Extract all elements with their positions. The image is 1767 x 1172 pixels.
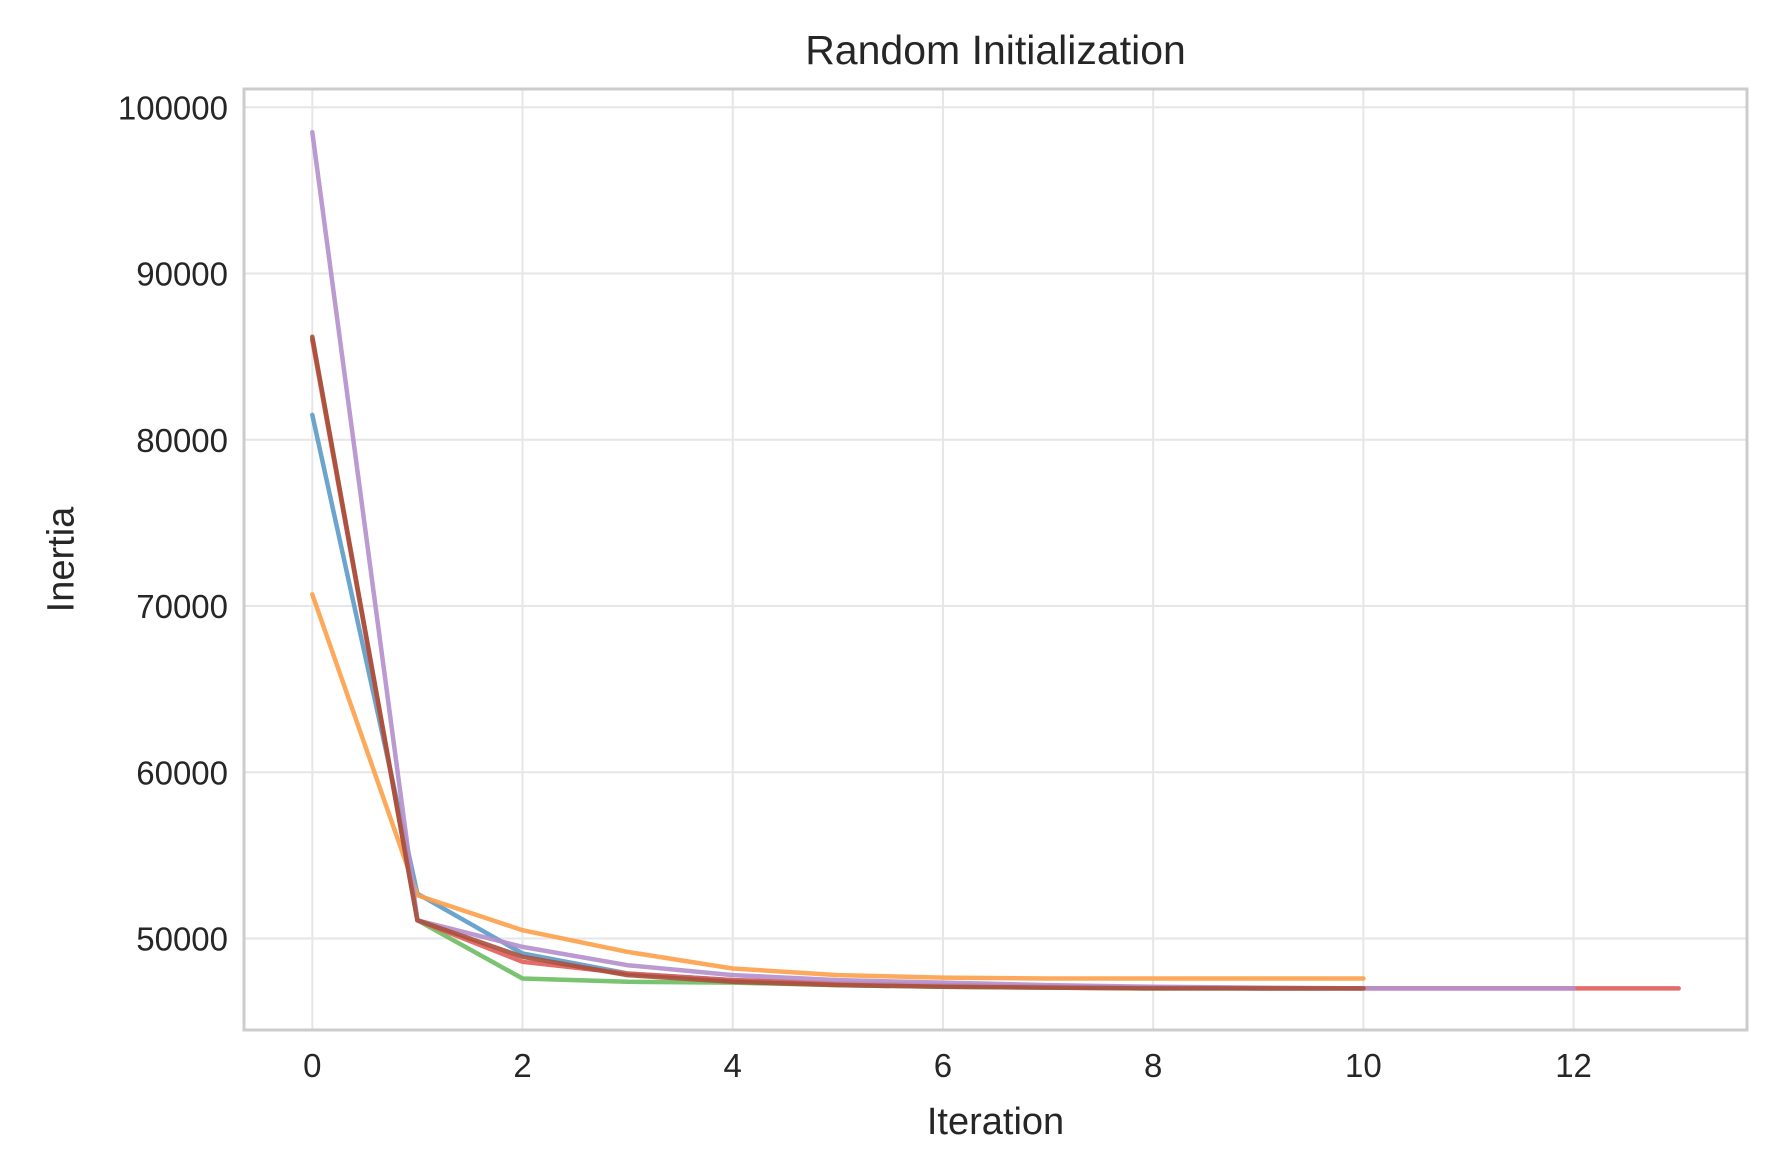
tick-layer: 0 2 4 6 8 10 12 50000 60000 70000 80000 90000 100000 [118,89,1592,1084]
series-line-6 [310,334,1366,991]
y-axis-label: Inertia [40,506,82,612]
y-tick-label: 50000 [136,921,228,958]
series-line-3 [310,336,1366,991]
grid-layer [244,89,1747,1030]
x-tick-label: 10 [1345,1047,1382,1084]
x-tick-label: 8 [1144,1047,1162,1084]
y-tick-label: 70000 [136,588,228,625]
y-tick-label: 80000 [136,422,228,459]
y-tick-label: 100000 [118,89,228,126]
y-tick-label: 60000 [136,754,228,791]
plot-frame [242,87,1749,1032]
series-line-2 [310,592,1366,981]
x-tick-label: 12 [1555,1047,1592,1084]
x-tick-label: 6 [934,1047,952,1084]
series-layer [310,129,1681,991]
x-axis-label: Iteration [927,1101,1064,1143]
series-line-4 [310,337,1681,991]
chart-title: Random Initialization [805,27,1186,73]
x-tick-label: 4 [724,1047,742,1084]
series-line-1 [310,412,1366,991]
x-tick-label: 2 [513,1047,531,1084]
x-tick-label: 0 [303,1047,321,1084]
y-tick-label: 90000 [136,256,228,293]
